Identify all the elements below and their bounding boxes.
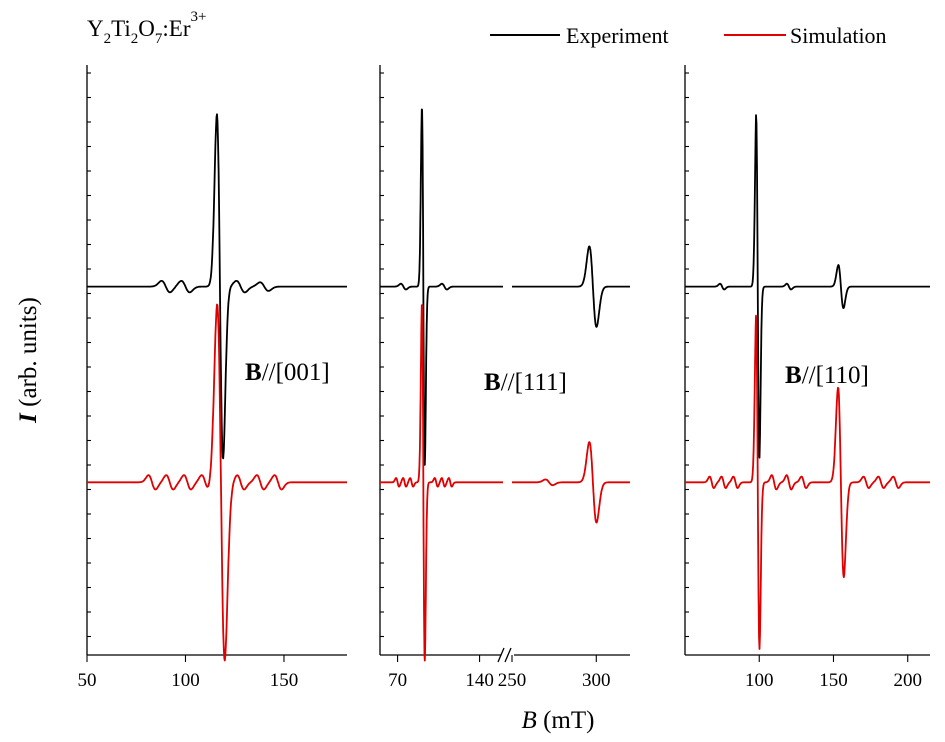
series-line-simulation-seg1 [511, 441, 631, 524]
axis-break-mark [497, 647, 505, 663]
figure-title: Y2Ti2O7:Er3+ [87, 9, 206, 47]
legend: Experiment Simulation [490, 23, 887, 48]
series-line-experiment [86, 113, 348, 460]
x-tick-label: 70 [388, 670, 407, 691]
panel-label: B//[110] [785, 362, 869, 389]
x-axis-label: B (mT) [522, 707, 595, 734]
legend-label-experiment: Experiment [566, 23, 669, 48]
series-line-experiment-seg1 [511, 245, 631, 328]
series-line-simulation [684, 314, 931, 650]
panel-label: B//[111] [484, 369, 567, 396]
y-axis-label: I (arb. units) [15, 297, 42, 424]
series-line-simulation-seg0 [379, 304, 504, 662]
x-tick-label: 200 [893, 670, 922, 691]
x-tick-label: 50 [78, 670, 97, 691]
panel-110: 100 150 200 B//[110] [684, 65, 931, 691]
series-line-experiment-seg0 [379, 108, 504, 466]
panel-111: 70 140 250 300 B//[111] [379, 65, 631, 691]
series-line-simulation [86, 303, 348, 662]
x-tick-label: 300 [582, 670, 611, 691]
axis-break-mark [504, 647, 512, 663]
x-tick-label: 150 [270, 670, 299, 691]
x-tick-label: 150 [819, 670, 848, 691]
panel-label: B//[001] [245, 359, 330, 386]
legend-label-simulation: Simulation [790, 23, 887, 48]
x-tick-label: 100 [171, 670, 200, 691]
x-tick-label: 140 [465, 670, 494, 691]
panel-001: 50 100 150 B//[001] [78, 65, 348, 691]
series-line-experiment [684, 114, 931, 459]
x-tick-label: 250 [498, 670, 527, 691]
x-tick-label: 100 [745, 670, 774, 691]
